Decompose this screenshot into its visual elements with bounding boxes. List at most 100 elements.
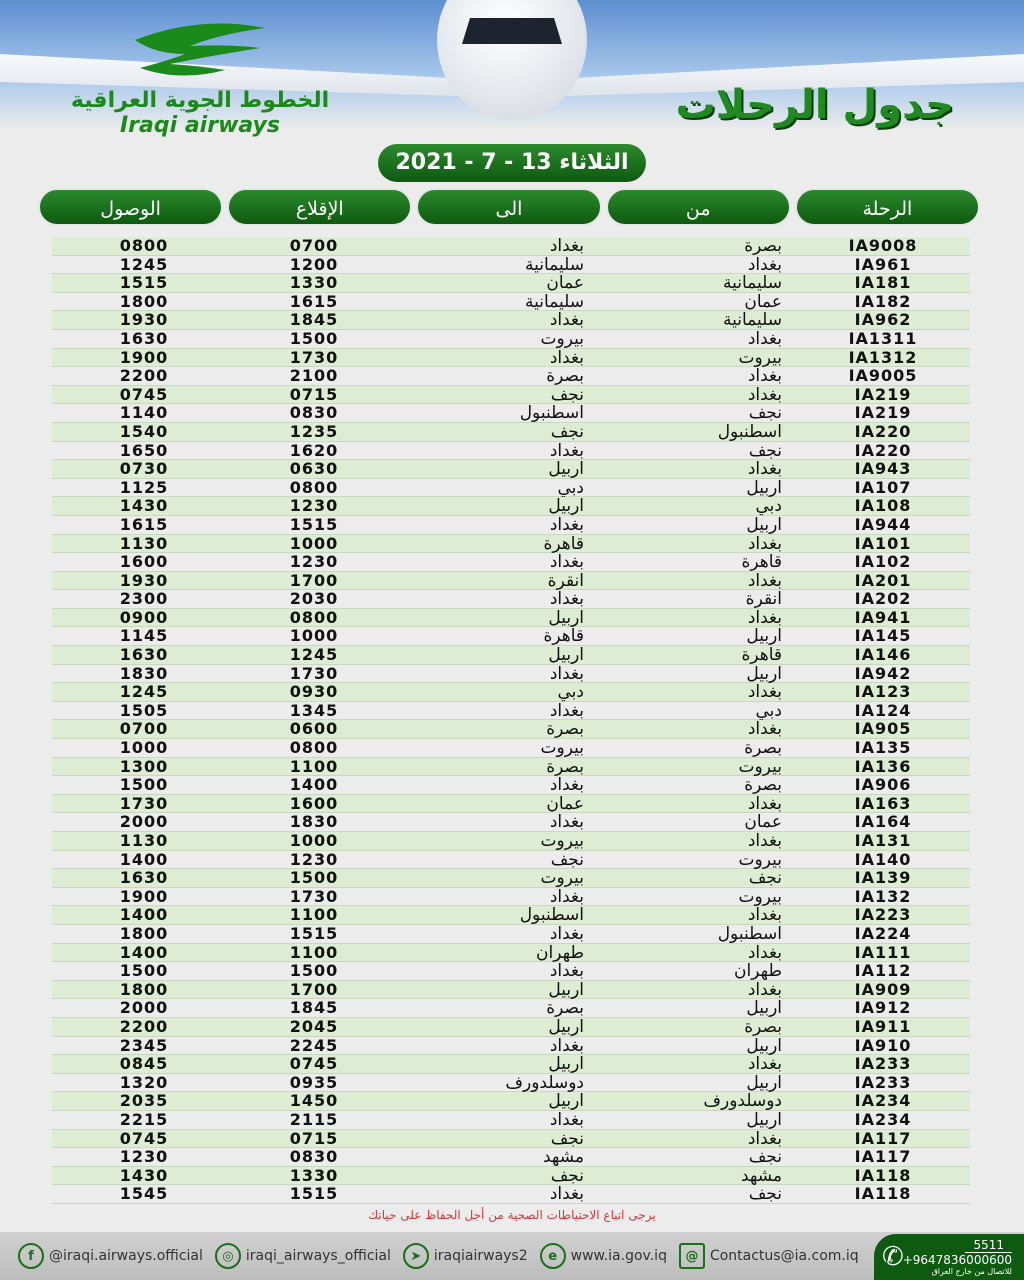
flight-number: IA146: [854, 645, 912, 665]
arrival-time: 1800: [119, 979, 169, 999]
table-row: IA118 مشهد نجف 1330 1430: [52, 1166, 970, 1186]
flight-number: IA164: [854, 812, 912, 832]
phone-icon: ✆: [882, 1242, 904, 1272]
flight-number: IA941: [854, 607, 912, 627]
origin: بغداد: [747, 459, 782, 480]
arrival-time: 1540: [119, 421, 169, 441]
table-row: IA201 بغداد انقرة 1700 1930: [52, 570, 970, 591]
phone-contact[interactable]: ✆ 5511 +9647836000600 للاتصال من خارج ال…: [874, 1234, 1024, 1280]
flight-number: IA219: [854, 384, 912, 404]
destination: بغداد: [549, 514, 584, 535]
flight-number: IA233: [854, 1054, 912, 1074]
origin: بغداد: [747, 1128, 782, 1149]
arrival-time: 1500: [119, 961, 169, 981]
schedule-date: الثلاثاء 13 - 7 - 2021: [378, 144, 646, 182]
arrival-time: 1650: [119, 440, 169, 460]
telegram-link[interactable]: ➤ iraqiairways2: [402, 1243, 528, 1269]
destination: بصرة: [546, 366, 584, 387]
facebook-link[interactable]: f @iraqi.airways.official: [18, 1243, 203, 1269]
phone-international: +9647836000600: [902, 1253, 1012, 1267]
destination: اربيل: [548, 459, 584, 480]
arrival-time: 1930: [119, 570, 169, 590]
table-row: IA944 اربيل بغداد 1515 1615: [52, 514, 970, 535]
table-row: IA219 بغداد نجف 0715 0745: [52, 384, 970, 405]
departure-time: 1600: [289, 793, 339, 813]
website-link[interactable]: e www.ia.gov.iq: [539, 1243, 667, 1269]
bird-logo-icon: [135, 23, 265, 76]
departure-time: 1730: [289, 347, 339, 367]
destination: سليمانية: [525, 291, 584, 312]
departure-time: 1100: [289, 942, 339, 962]
flight-number: IA944: [854, 514, 912, 534]
departure-time: 1000: [289, 626, 339, 646]
departure-time: 1620: [289, 440, 339, 460]
departure-time: 1100: [289, 905, 339, 925]
destination: بيروت: [540, 328, 584, 349]
destination: بصرة: [546, 719, 584, 740]
departure-time: 0935: [289, 1072, 339, 1092]
arrival-time: 1615: [119, 514, 169, 534]
departure-time: 1730: [289, 663, 339, 683]
instagram-link[interactable]: ◎ iraqi_airways_official: [214, 1243, 391, 1269]
departure-time: 1200: [289, 254, 339, 274]
iraqi-airways-logo: الخطوط الجوية العراقية Iraqi airways: [70, 20, 330, 160]
destination: قاهرة: [543, 533, 584, 554]
departure-time: 1515: [289, 514, 339, 534]
flight-table: IA9008 بصرة بغداد 0700 0800 IA961 بغداد سليماني…: [52, 237, 970, 1204]
departure-time: 1245: [289, 645, 339, 665]
arrival-time: 2215: [119, 1109, 169, 1129]
email-link[interactable]: @ Contactus@ia.com.iq: [678, 1243, 859, 1269]
departure-time: 0830: [289, 1147, 339, 1167]
table-row: IA102 قاهرة بغداد 1230 1600: [52, 553, 970, 572]
header-to: الى: [416, 188, 602, 226]
flight-number: IA123: [854, 682, 912, 702]
departure-time: 1845: [289, 310, 339, 330]
arrival-time: 0800: [119, 236, 169, 255]
arrival-time: 2345: [119, 1035, 169, 1055]
departure-time: 1230: [289, 552, 339, 572]
destination: طهران: [536, 942, 584, 963]
departure-time: 1700: [289, 979, 339, 999]
table-row: IA107 اربيل دبي 0800 1125: [52, 478, 970, 498]
instagram-icon: ◎: [214, 1243, 241, 1269]
arrival-time: 1730: [119, 793, 169, 813]
origin: بغداد: [747, 1054, 782, 1075]
origin: بغداد: [747, 942, 782, 963]
origin: نجف: [748, 440, 782, 461]
origin: بيروت: [738, 886, 782, 907]
departure-time: 1830: [289, 812, 339, 832]
header-departure: الإقلاع: [227, 188, 413, 226]
table-row: IA220 نجف بغداد 1620 1650: [52, 440, 970, 461]
table-row: IA234 دوسلدورف اربيل 1450 2035: [52, 1092, 970, 1111]
origin: بغداد: [747, 719, 782, 740]
origin: بصرة: [744, 236, 782, 256]
destination: بغداد: [549, 1035, 584, 1056]
flight-number: IA962: [854, 310, 912, 330]
table-row: IA911 بصرة اربيل 2045 2200: [52, 1017, 970, 1037]
table-row: IA961 بغداد سليمانية 1200 1245: [52, 254, 970, 275]
flight-number: IA140: [854, 849, 912, 869]
departure-time: 0600: [289, 719, 339, 739]
origin: اربيل: [746, 514, 782, 535]
origin: بغداد: [747, 831, 782, 851]
table-row: IA145 اربيل قاهرة 1000 1145: [52, 626, 970, 647]
departure-time: 1230: [289, 496, 339, 516]
table-row: IA234 اربيل بغداد 2115 2215: [52, 1109, 970, 1130]
departure-time: 1235: [289, 421, 339, 441]
origin: اربيل: [746, 626, 782, 647]
flight-number: IA181: [854, 273, 912, 293]
table-row: IA942 اربيل بغداد 1730 1830: [52, 663, 970, 684]
departure-time: 0800: [289, 607, 339, 627]
arrival-time: 1000: [119, 738, 169, 758]
destination: عمان: [546, 793, 584, 814]
email-address: Contactus@ia.com.iq: [709, 1248, 859, 1264]
destination: اربيل: [548, 1054, 584, 1075]
table-row: IA220 اسطنبول نجف 1235 1540: [52, 421, 970, 442]
table-row: IA962 سليمانية بغداد 1845 1930: [52, 311, 970, 330]
table-row: IA136 بيروت بصرة 1100 1300: [52, 757, 970, 777]
flight-number: IA9008: [848, 236, 918, 255]
destination: بيروت: [540, 738, 584, 759]
arrival-time: 1545: [119, 1184, 169, 1204]
arrival-time: 1130: [119, 831, 169, 850]
flight-number: IA201: [854, 570, 912, 590]
